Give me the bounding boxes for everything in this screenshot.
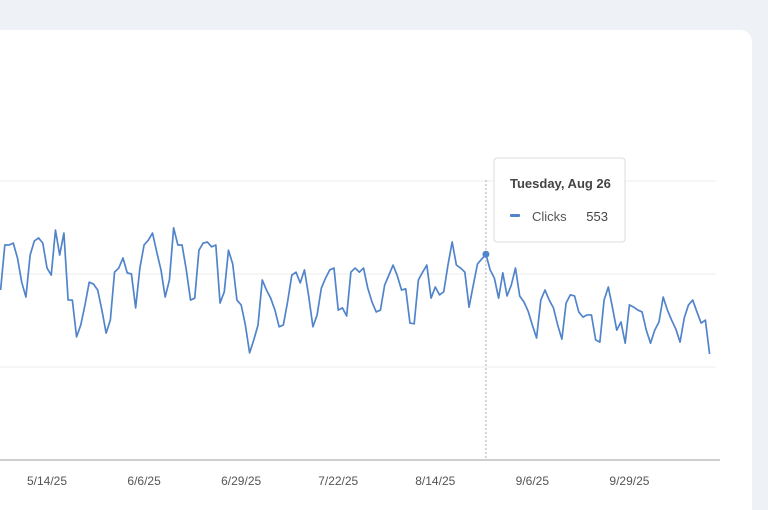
chart-card: [0, 30, 752, 510]
tooltip-box: [493, 157, 626, 243]
tooltip-title: Tuesday, Aug 26: [510, 176, 611, 191]
x-tick-label: 8/14/25: [415, 474, 455, 488]
x-tick-label: 9/29/25: [609, 474, 649, 488]
x-tick-label: 7/22/25: [318, 474, 358, 488]
tooltip-value: 553: [586, 209, 608, 224]
x-tick-label: 9/6/25: [516, 474, 550, 488]
x-tick-label: 6/29/25: [221, 474, 261, 488]
tooltip-series: Clicks: [532, 209, 567, 224]
hover-point: [482, 250, 490, 258]
series-line: [0, 227, 711, 355]
x-tick-label: 6/6/25: [127, 474, 161, 488]
tooltip-swatch: [510, 214, 520, 217]
x-tick-label: 5/14/25: [27, 474, 67, 488]
tooltip: Tuesday, Aug 26 Clicks 553: [493, 157, 626, 243]
